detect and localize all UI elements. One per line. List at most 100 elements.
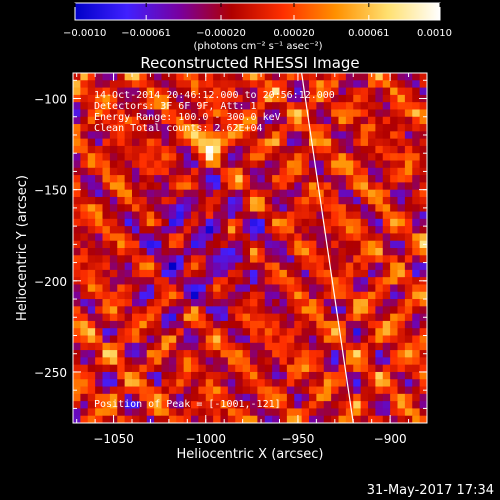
heatmap-cell [242, 73, 251, 81]
heatmap-cell [264, 371, 273, 380]
heatmap-cell [338, 415, 347, 423]
heatmap-cell [397, 211, 406, 220]
heatmap-cell [139, 401, 148, 409]
heatmap-cell [213, 386, 221, 395]
heatmap-cell [331, 357, 339, 366]
heatmap-cell [176, 182, 185, 191]
heatmap-cell [375, 138, 384, 147]
heatmap-cell [331, 182, 339, 191]
heatmap-cell [213, 299, 221, 307]
heatmap-cell [87, 204, 96, 212]
heatmap-cell [368, 328, 376, 336]
heatmap-cell [87, 255, 96, 263]
heatmap-cell [404, 357, 413, 366]
heatmap-cell [198, 335, 207, 344]
heatmap-cell [95, 379, 103, 387]
heatmap-cell [286, 138, 295, 147]
heatmap-cell [250, 153, 258, 161]
heatmap-cell [368, 226, 376, 234]
heatmap-cell [309, 131, 317, 140]
heatmap-cell [146, 313, 155, 322]
heatmap-cell [132, 335, 140, 344]
heatmap-cell [250, 408, 258, 417]
heatmap-cell [205, 299, 214, 307]
heatmap-cell [390, 226, 398, 234]
heatmap-cell [132, 255, 140, 263]
heatmap-cell [117, 189, 126, 198]
heatmap-cell [360, 153, 369, 161]
heatmap-cell [73, 182, 81, 191]
heatmap-cell [286, 386, 295, 395]
heatmap-cell [397, 94, 406, 103]
heatmap-cell [176, 262, 185, 271]
heatmap-cell [264, 269, 273, 278]
heatmap-cell [80, 167, 89, 176]
heatmap-cell [161, 386, 170, 395]
heatmap-cell [250, 335, 258, 344]
heatmap-cell [102, 124, 111, 132]
heatmap-cell [353, 342, 362, 351]
heatmap-cell [404, 167, 413, 176]
heatmap-cell [272, 160, 280, 169]
heatmap-cell [95, 408, 103, 417]
heatmap-cell [257, 255, 266, 263]
heatmap-cell [87, 109, 96, 118]
heatmap-cell [191, 401, 199, 409]
heatmap-cell [279, 109, 288, 118]
heatmap-cell [286, 204, 295, 212]
heatmap-cell [242, 415, 251, 423]
heatmap-cell [345, 226, 354, 234]
heatmap-cell [183, 102, 192, 110]
heatmap-cell [95, 269, 103, 278]
heatmap-cell [139, 328, 148, 336]
heatmap-cell [80, 350, 89, 358]
heatmap-cell [213, 233, 221, 242]
heatmap-cell [397, 87, 406, 96]
heatmap-cell [227, 131, 236, 140]
heatmap-cell [227, 284, 236, 293]
heatmap-cell [360, 160, 369, 169]
heatmap-cell [242, 145, 251, 154]
heatmap-cell [382, 226, 391, 234]
heatmap-cell [397, 182, 406, 191]
heatmap-cell [345, 248, 354, 256]
heatmap-cell [257, 364, 266, 373]
heatmap-cell [382, 138, 391, 147]
heatmap-cell [272, 182, 280, 191]
heatmap-cell [161, 335, 170, 344]
heatmap-cell [117, 109, 126, 118]
heatmap-cell [154, 364, 162, 373]
heatmap-cell [139, 124, 148, 132]
heatmap-cell [309, 124, 317, 132]
heatmap-cell [191, 335, 199, 344]
heatmap-cell [257, 204, 266, 212]
heatmap-cell [87, 182, 96, 191]
heatmap-cell [154, 233, 162, 242]
heatmap-cell [257, 248, 266, 256]
heatmap-cell [168, 408, 177, 417]
heatmap-cell [132, 393, 140, 402]
heatmap-cell [301, 320, 310, 329]
heatmap-cell [390, 269, 398, 278]
heatmap-cell [198, 299, 207, 307]
heatmap-cell [397, 255, 406, 263]
heatmap-cell [161, 196, 170, 205]
heatmap-cell [139, 109, 148, 118]
heatmap-cell [168, 313, 177, 322]
heatmap-cell [205, 306, 214, 315]
heatmap-cell [220, 218, 229, 227]
heatmap-cell [412, 371, 421, 380]
heatmap-cell [279, 342, 288, 351]
heatmap-cell [87, 233, 96, 242]
heatmap-cell [95, 102, 103, 110]
heatmap-cell [397, 269, 406, 278]
heatmap-cell [154, 371, 162, 380]
heatmap-cell [176, 364, 185, 373]
heatmap-cell [87, 364, 96, 373]
heatmap-cell [80, 328, 89, 336]
heatmap-cell [154, 167, 162, 176]
heatmap-cell [176, 138, 185, 147]
heatmap-cell [360, 102, 369, 110]
heatmap-cell [353, 269, 362, 278]
y-tick-label: −200 [34, 275, 67, 289]
